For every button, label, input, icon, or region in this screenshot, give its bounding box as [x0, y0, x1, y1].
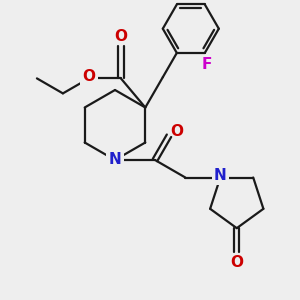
- Text: N: N: [214, 168, 227, 183]
- Text: N: N: [109, 152, 122, 167]
- Text: F: F: [202, 57, 212, 72]
- Text: O: O: [82, 69, 95, 84]
- Text: O: O: [170, 124, 184, 139]
- Text: O: O: [114, 29, 128, 44]
- Text: O: O: [230, 255, 243, 270]
